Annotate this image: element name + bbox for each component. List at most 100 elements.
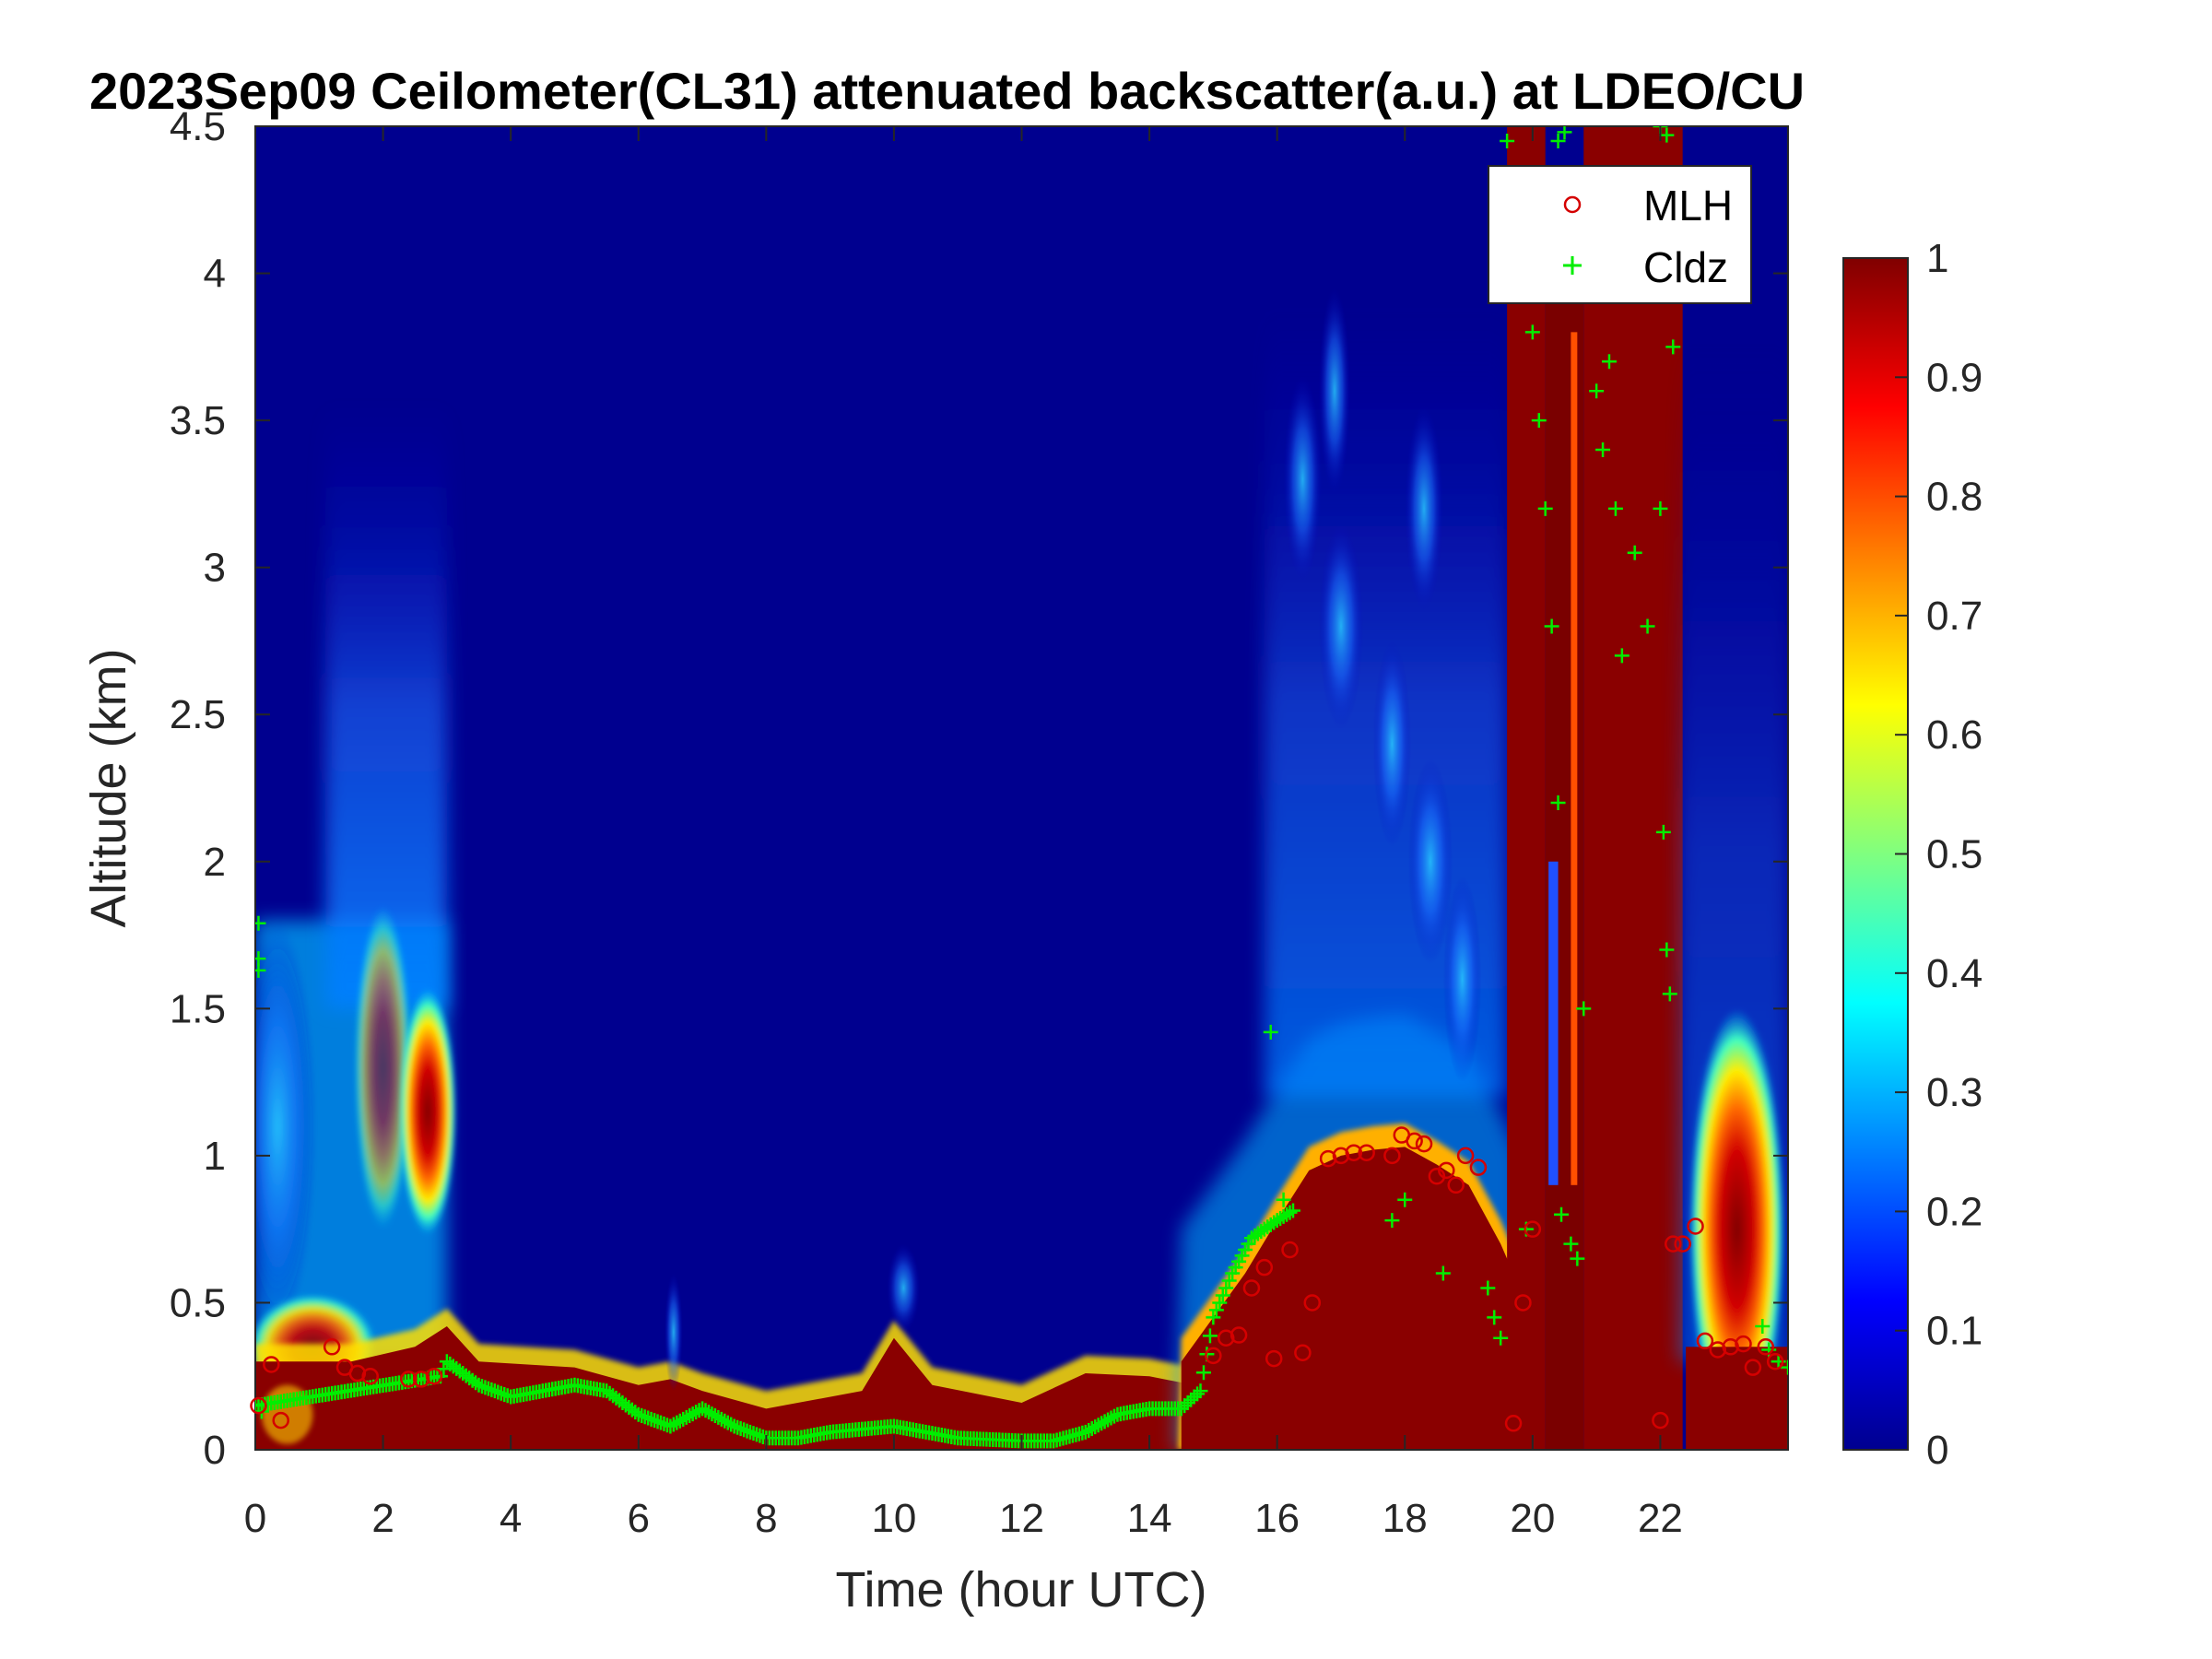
cldz-marker [1653, 500, 1668, 516]
mlh-marker [1217, 1329, 1235, 1347]
cldz-marker [1097, 1414, 1112, 1430]
cldz-marker [1659, 127, 1675, 143]
cldz-marker [630, 1406, 646, 1422]
x-tick-label: 2 [371, 1496, 394, 1541]
x-tick-label: 6 [628, 1496, 650, 1541]
colorbar-tick-label: 0.9 [1926, 355, 1983, 400]
mlh-marker [1469, 1159, 1488, 1176]
surface-layer [255, 1325, 1194, 1450]
surface-layer [1686, 1347, 1788, 1450]
cldz-marker [755, 1429, 771, 1444]
y-axis: 0 0.5 1 1.5 2 2.5 3 3.5 4 4.5 [170, 104, 1788, 1473]
mlh-marker [1303, 1294, 1322, 1312]
cldz-marker [1100, 1412, 1116, 1428]
cldz-marker [628, 1405, 643, 1420]
cldz-marker [1614, 648, 1630, 664]
mlh-marker [1332, 1147, 1350, 1165]
cldz-marker [1094, 1416, 1110, 1431]
x-tick-label: 22 [1638, 1496, 1683, 1541]
mlh-marker [1696, 1332, 1714, 1350]
cldz-marker [1218, 1280, 1234, 1296]
legend-cldz-marker [1563, 256, 1582, 275]
cldz-marker [1655, 824, 1671, 840]
x-axis-label: Time (hour UTC) [835, 1562, 1206, 1618]
colorbar-tick-label: 0.3 [1926, 1070, 1983, 1115]
x-tick-label: 10 [871, 1496, 916, 1541]
cldz-marker [1090, 1418, 1106, 1433]
y-tick-label: 1.5 [170, 986, 226, 1031]
y-tick-label: 0 [204, 1428, 226, 1473]
mlh-marker [1744, 1359, 1762, 1376]
haze-patch [887, 1243, 921, 1333]
cldz-marker [743, 1424, 759, 1440]
mlh-marker [1438, 1161, 1455, 1180]
cldz-marker [1627, 545, 1642, 560]
cldz-marker [1206, 1310, 1221, 1325]
cldz-marker [647, 1413, 663, 1429]
mlh-marker [348, 1364, 367, 1382]
cldz-marker [1221, 1273, 1237, 1288]
colorbar-tick-label: 0.4 [1926, 951, 1983, 996]
cldz-marker [1557, 126, 1572, 140]
cldz-marker [1570, 1251, 1585, 1266]
mlh-marker [1255, 1258, 1274, 1277]
colorbar-tick-label: 0.2 [1926, 1189, 1983, 1234]
mlh-marker [250, 1396, 267, 1415]
legend: MLH Cldz [1488, 165, 1752, 304]
cldz-marker [1550, 133, 1566, 148]
mlh-marker [1757, 1338, 1774, 1356]
cldz-marker [707, 1407, 723, 1423]
cldz-marker [1554, 1206, 1570, 1222]
mlh-marker [1735, 1335, 1752, 1353]
cldz-marker [669, 1415, 685, 1430]
cldz-marker [685, 1406, 700, 1422]
mlh-marker [1709, 1341, 1727, 1359]
mlh-marker [1687, 1218, 1704, 1235]
haze-patch [1442, 876, 1482, 1083]
haze-patch [1318, 523, 1364, 730]
cldz-marker [1576, 1001, 1592, 1017]
cldz-marker [1202, 1328, 1218, 1344]
cldz-marker [650, 1414, 665, 1430]
cldz-marker [682, 1407, 698, 1423]
mlh-marker [1281, 1241, 1299, 1259]
mlh-marker [1652, 1411, 1669, 1430]
mlh-marker [1205, 1347, 1222, 1365]
cldz-marker [663, 1418, 678, 1434]
cldz-marker [1531, 413, 1547, 429]
cldz-marker [736, 1422, 752, 1438]
mlh-marker [1524, 1220, 1542, 1238]
mlh-marker [1265, 1349, 1283, 1368]
cldz-marker [484, 1382, 500, 1397]
colorbar-tick-label: 0.1 [1926, 1309, 1983, 1354]
boundary-layer [1181, 1147, 1520, 1450]
cldz-marker [1212, 1295, 1228, 1311]
cloud-column [1507, 126, 1546, 1450]
cldz-marker [643, 1411, 659, 1427]
cldz-marker [1480, 1280, 1496, 1296]
mlh-series [250, 1126, 1784, 1432]
colorbar-tick-label: 0.8 [1926, 475, 1983, 520]
cldz-marker [1537, 500, 1553, 516]
x-tick-label: 14 [1127, 1496, 1172, 1541]
mlh-marker [1294, 1344, 1312, 1361]
mlh-marker [361, 1367, 379, 1385]
cldz-marker [255, 962, 266, 978]
haze-patch [1405, 406, 1443, 612]
cldz-marker [720, 1415, 735, 1430]
mlh-marker [1383, 1147, 1401, 1165]
legend-cldz-label: Cldz [1643, 243, 1728, 291]
cldz-marker [474, 1379, 489, 1394]
y-tick-label: 2.5 [170, 692, 226, 737]
cldz-marker [1493, 1330, 1509, 1346]
cldz-marker [641, 1410, 656, 1426]
x-tick-label: 16 [1254, 1496, 1300, 1541]
cldz-marker [752, 1428, 768, 1443]
cldz-marker [1607, 500, 1623, 516]
cldz-marker [1103, 1410, 1119, 1426]
cldz-marker [637, 1409, 653, 1425]
x-tick-label: 20 [1510, 1496, 1555, 1541]
cldz-marker [739, 1423, 755, 1439]
backscatter-heatmap [255, 126, 1788, 1450]
mlh-marker [400, 1371, 418, 1388]
